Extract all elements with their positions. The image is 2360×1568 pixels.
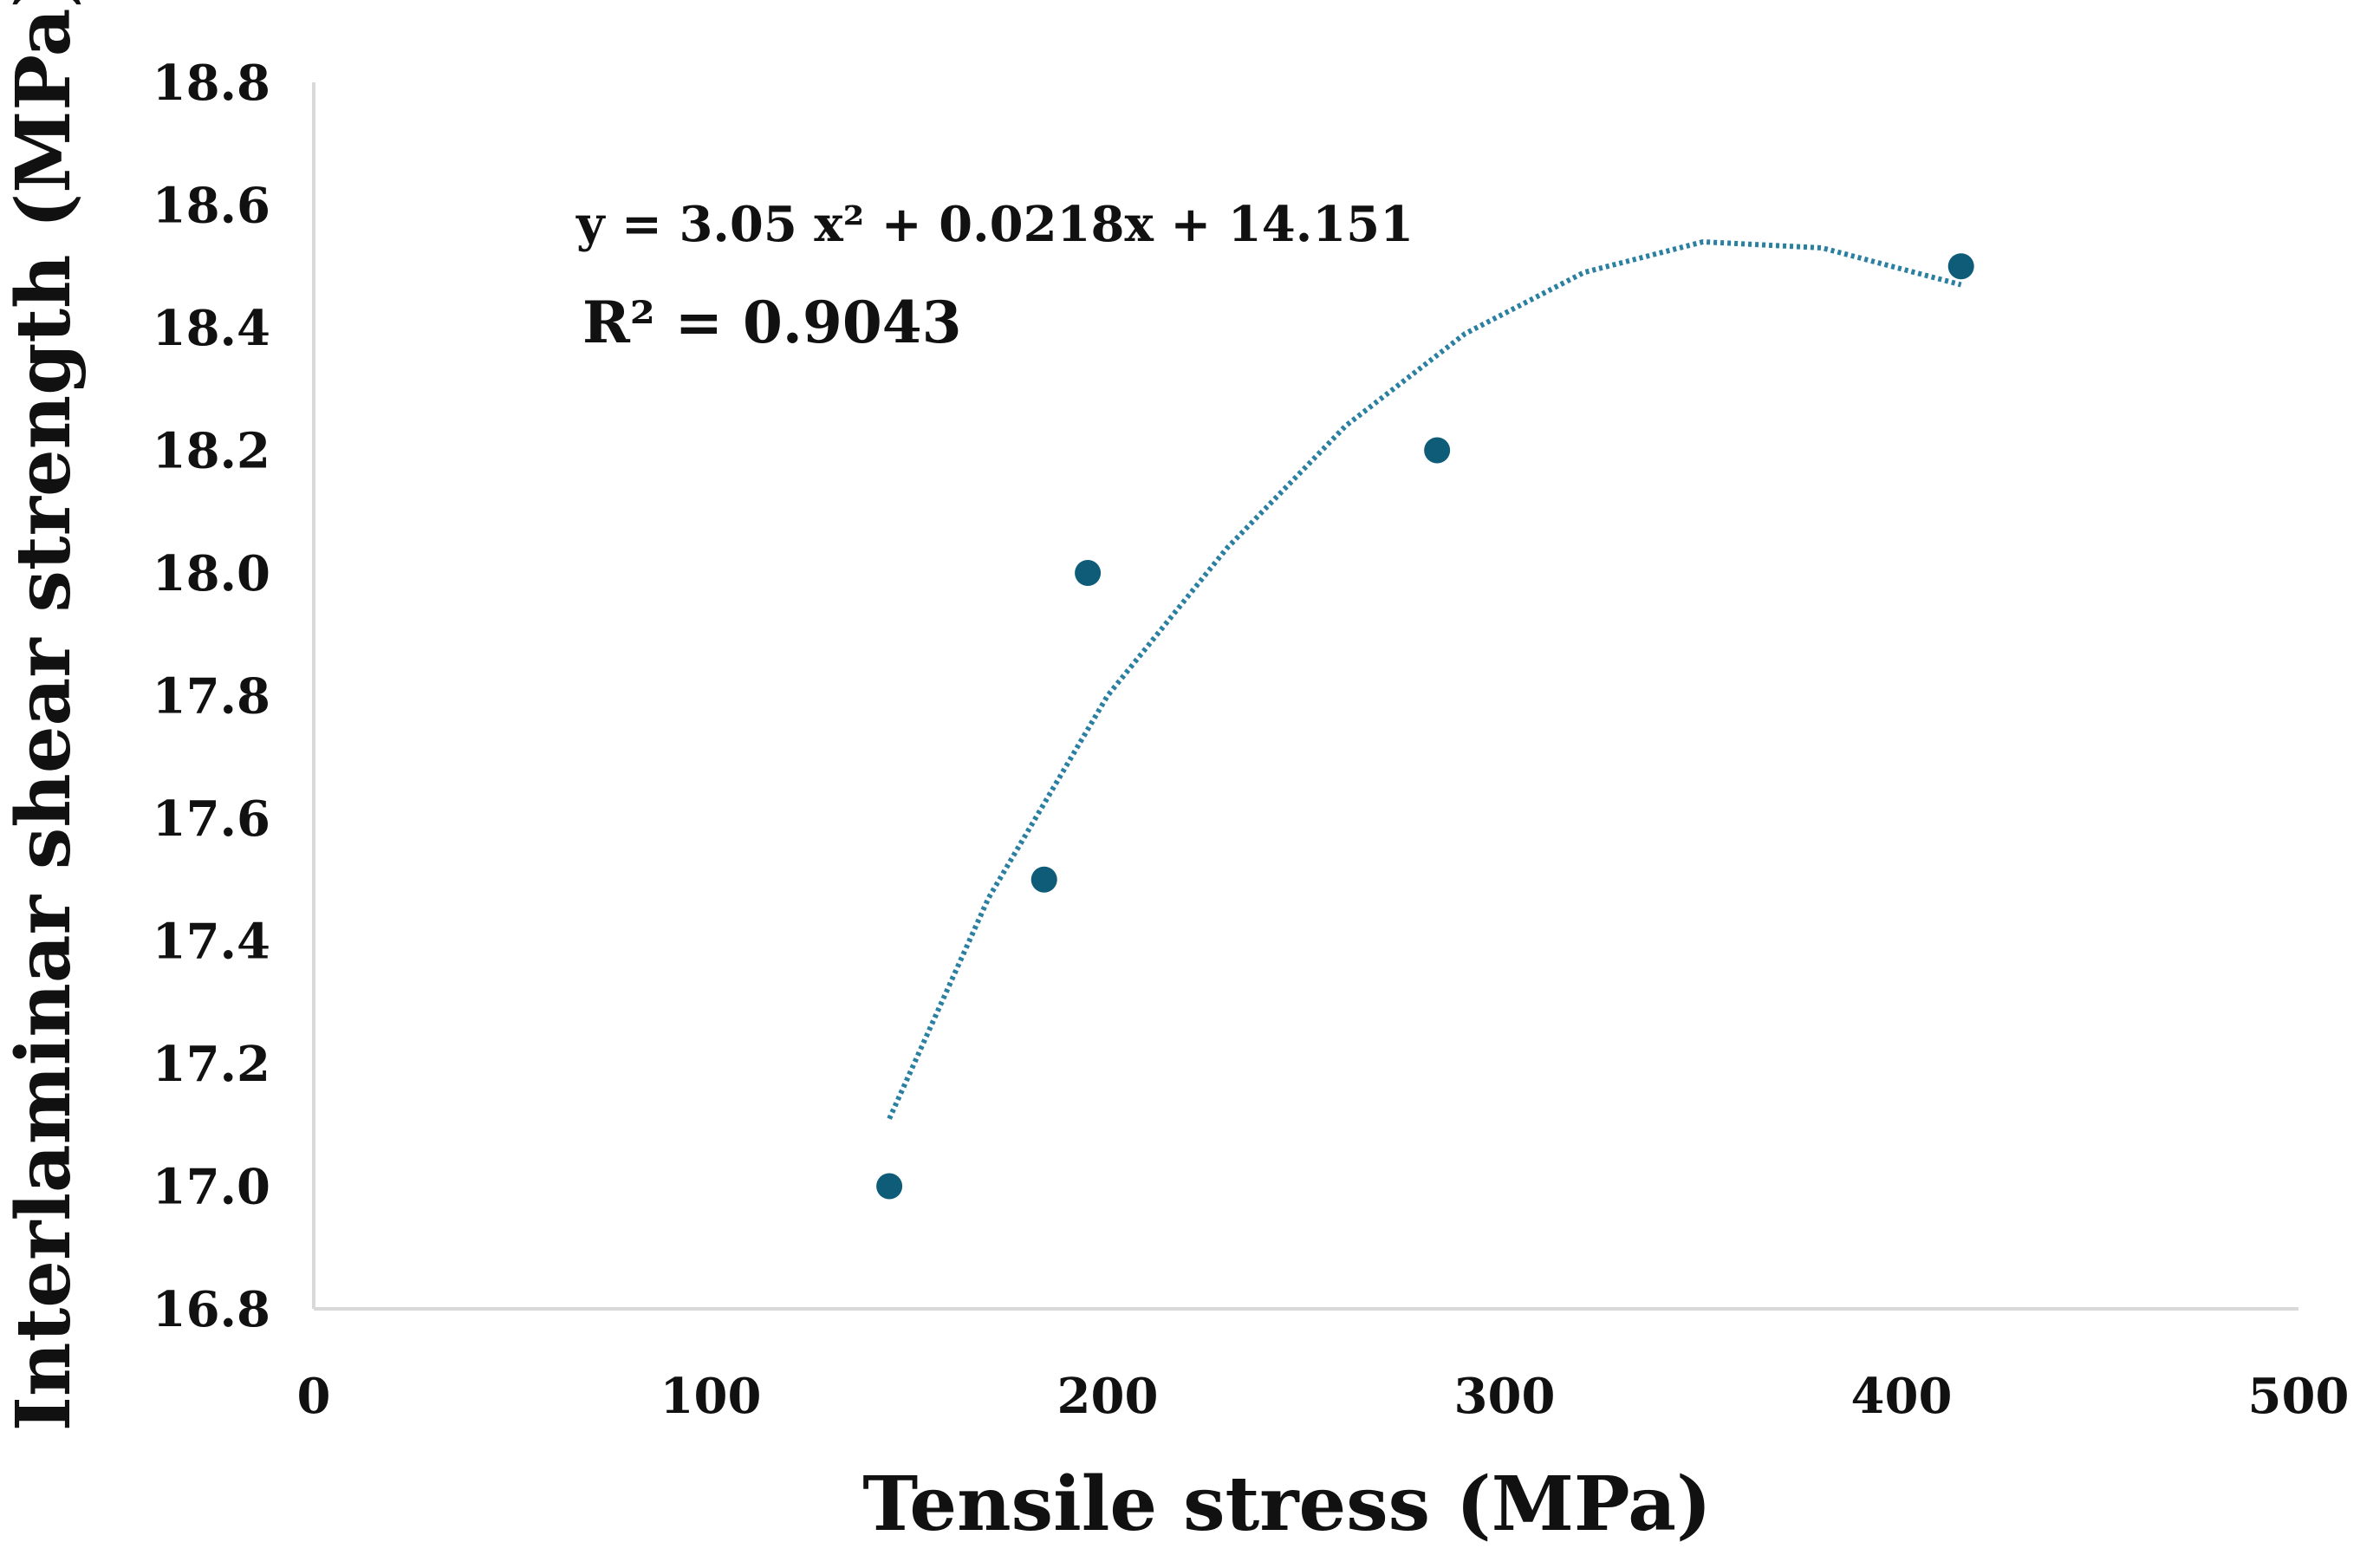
trendline-equation: y = 3.05 x² + 0.0218x + 14.151: [575, 196, 1414, 253]
trendline: [887, 239, 1962, 1120]
data-point: [876, 1173, 903, 1200]
trendline-group: [887, 239, 1962, 1120]
x-tick-label: 300: [1454, 1368, 1556, 1425]
y-tick-label: 18.0: [153, 545, 270, 602]
x-tick-label: 0: [297, 1368, 331, 1425]
x-tick-label: 100: [660, 1368, 762, 1425]
y-axis-title: Interlaminar shear strength (MPa): [0, 0, 88, 1431]
x-tick-label: 500: [2248, 1368, 2350, 1425]
y-tick-label: 18.2: [153, 423, 270, 480]
x-tick-label: 400: [1851, 1368, 1953, 1425]
y-tick-label: 17.0: [153, 1159, 270, 1216]
axes: [312, 82, 2298, 1311]
data-point: [1424, 437, 1451, 464]
y-tick-label: 16.8: [153, 1281, 270, 1338]
y-tick-label: 18.8: [153, 55, 270, 112]
y-tick-label: 17.8: [153, 668, 270, 725]
data-point: [1947, 253, 1974, 280]
y-tick-label: 17.2: [153, 1036, 270, 1093]
y-tick-label: 17.4: [153, 914, 270, 971]
data-point: [1030, 866, 1057, 893]
data-point: [1075, 560, 1102, 586]
x-axis-ticks: 0 100 200 300 400 500: [297, 1368, 2350, 1425]
r-squared-label: R² = 0.9043: [582, 289, 962, 356]
x-axis-title: Tensile stress (MPa): [862, 1461, 1711, 1548]
y-axis-ticks: 16.8 17.0 17.2 17.4 17.6 17.8 18.0 18.2 18.4 18.6…: [153, 55, 270, 1338]
y-tick-label: 18.4: [153, 300, 270, 357]
y-tick-label: 17.6: [153, 791, 270, 848]
x-tick-label: 200: [1057, 1368, 1159, 1425]
y-tick-label: 18.6: [153, 178, 270, 235]
data-points: [876, 253, 1974, 1200]
